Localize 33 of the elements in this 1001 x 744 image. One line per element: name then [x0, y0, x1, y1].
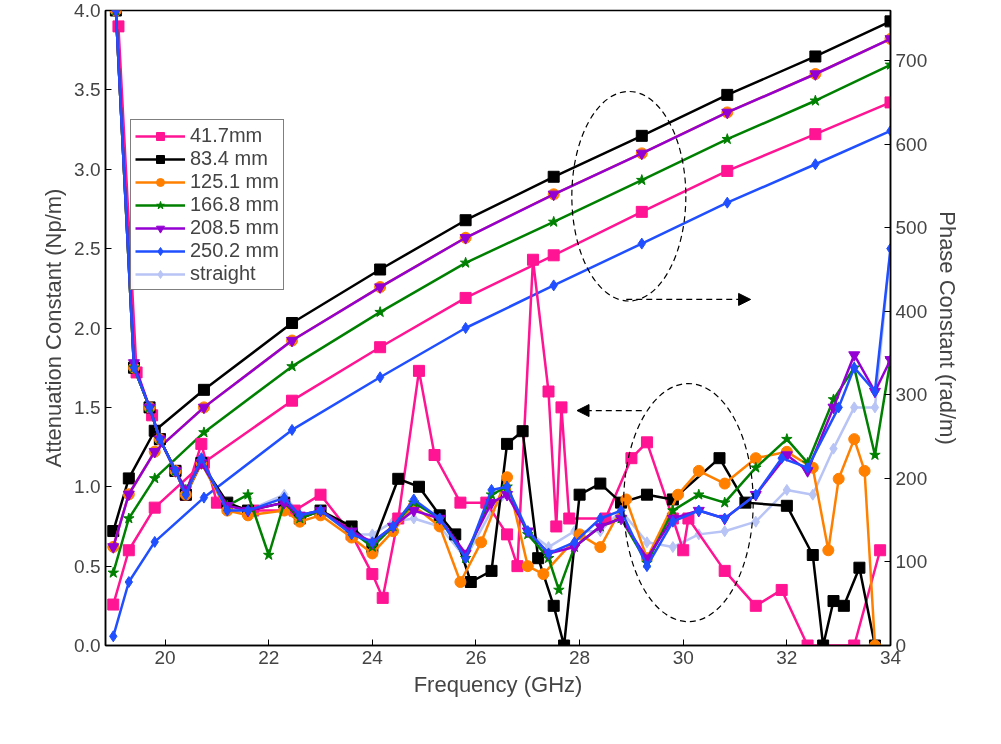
x-tick-label: 26 — [465, 646, 487, 668]
x-tick-label: 28 — [569, 646, 591, 668]
y-tick-label: 1.0 — [74, 476, 101, 498]
x-tick-label: 22 — [258, 646, 280, 668]
y2-tick-label: 100 — [895, 551, 928, 573]
y2-tick-label: 700 — [895, 50, 928, 72]
legend-label: 83.4 mm — [190, 147, 268, 170]
x-tick-label: 30 — [672, 646, 694, 668]
y2-tick-label: 500 — [895, 217, 928, 239]
x-tick-label: 32 — [776, 646, 798, 668]
x-tick-label: 20 — [154, 646, 176, 668]
y2-tick-label: 200 — [895, 467, 928, 489]
legend-label: straight — [190, 262, 256, 285]
y-tick-label: 0.0 — [74, 635, 101, 656]
y2-tick-label: 600 — [895, 133, 928, 155]
y2-tick-label: 300 — [895, 384, 928, 406]
y-tick-label: 3.5 — [74, 79, 101, 101]
legend-label: 208.5 mm — [190, 216, 279, 239]
legend-label: 125.1 mm — [190, 170, 279, 193]
y2-axis-title: Phase Constant (rad/m) — [935, 211, 961, 445]
y-axis-title: Attenuation Constant (Np/m) — [41, 188, 67, 468]
x-axis-title: Frequency (GHz) — [413, 671, 583, 697]
y-tick-label: 2.0 — [74, 317, 101, 339]
legend-label: 250.2 mm — [190, 239, 279, 262]
legend-label: 166.8 mm — [190, 193, 279, 216]
x-tick-label: 24 — [361, 646, 384, 668]
legend-label: 41.7mm — [190, 124, 263, 147]
y-tick-label: 1.5 — [74, 396, 101, 418]
y-tick-label: 4.0 — [74, 0, 101, 21]
y-tick-label: 2.5 — [74, 238, 101, 260]
y-tick-label: 0.5 — [74, 555, 101, 577]
y-tick-label: 3.0 — [74, 158, 101, 180]
y2-tick-label: 400 — [895, 300, 928, 322]
